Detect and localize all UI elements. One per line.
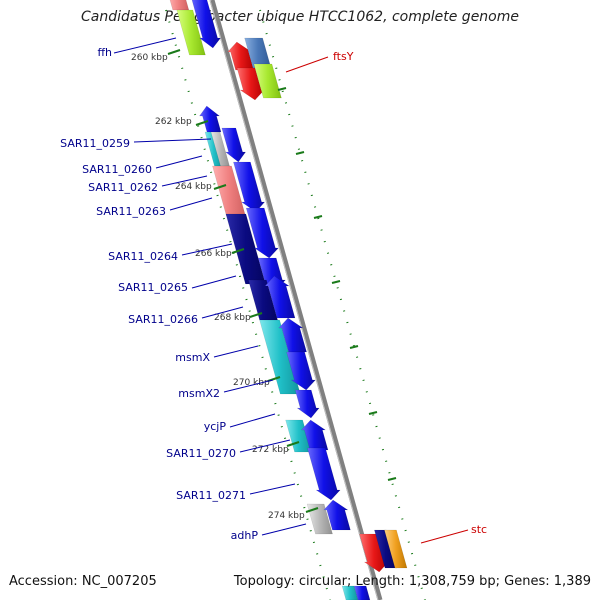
gene-label-SAR11-0262[interactable]: SAR11_0262 (88, 181, 158, 194)
gene-adhP[interactable] (306, 503, 333, 535)
gene-msmX2[interactable] (286, 351, 316, 391)
gene-label-SAR11-0271[interactable]: SAR11_0271 (176, 489, 246, 502)
kbp-tick: 270 kbp (233, 376, 281, 388)
gene-block[interactable] (191, 0, 222, 49)
gene-labels: ffh SAR11_0259 SAR11_0260 SAR11_0262 SAR… (60, 46, 487, 542)
gene-ftsY-part[interactable] (253, 63, 282, 99)
gene-block[interactable] (294, 389, 320, 419)
kbp-label: 260 kbp (131, 53, 168, 63)
gene-label-msmX2[interactable]: msmX2 (178, 387, 220, 400)
kbp-label: 272 kbp (252, 445, 289, 455)
gene-SAR11-0265[interactable] (245, 207, 279, 259)
gene-label-stc[interactable]: stc (471, 523, 487, 536)
kbp-label: 268 kbp (214, 313, 251, 323)
gene-label-SAR11-0263[interactable]: SAR11_0263 (96, 205, 166, 218)
gene-features (169, 0, 408, 600)
gene-label-SAR11-0266[interactable]: SAR11_0266 (128, 313, 198, 326)
genome-backbone (209, 0, 383, 600)
kbp-ticks: 260 kbp 262 kbp 264 kbp 266 kbp 268 kbp … (131, 49, 319, 521)
gene-block[interactable] (353, 585, 371, 600)
gene-block[interactable] (264, 275, 296, 319)
gene-SAR11-0262[interactable] (233, 161, 266, 213)
gene-block[interactable] (199, 105, 222, 133)
kbp-tick: 266 kbp (195, 248, 245, 259)
topology-text: Topology: circular; Length: 1,308,759 bp… (233, 574, 591, 589)
gene-label-adhP[interactable]: adhP (231, 529, 259, 542)
kbp-tick: 264 kbp (175, 182, 227, 192)
leader-lines (113, 37, 469, 544)
gene-block[interactable] (323, 499, 351, 531)
kbp-label: 262 kbp (155, 117, 192, 127)
kbp-label: 270 kbp (233, 378, 270, 388)
kbp-tick: 274 kbp (268, 507, 319, 521)
gene-label-SAR11-0265[interactable]: SAR11_0265 (118, 281, 188, 294)
gene-ftsY-part[interactable] (236, 67, 265, 101)
gene-label-ffh[interactable]: ffh (97, 46, 112, 59)
gene-ffh[interactable] (176, 9, 206, 56)
kbp-tick: 268 kbp (214, 312, 263, 323)
gene-block[interactable] (169, 0, 190, 11)
gene-label-ycjP[interactable]: ycjP (204, 420, 227, 433)
minor-ticks-right (277, 87, 397, 481)
gene-label-ftsY[interactable]: ftsY (333, 50, 354, 63)
gene-label-msmX[interactable]: msmX (175, 351, 210, 364)
kbp-tick: 272 kbp (252, 441, 300, 455)
gene-SAR11-0271[interactable] (307, 447, 341, 501)
tick-trail-left (165, 9, 331, 600)
gene-label-SAR11-0264[interactable]: SAR11_0264 (108, 250, 178, 263)
accession-text: Accession: NC_007205 (9, 574, 157, 589)
kbp-tick: 262 kbp (155, 117, 209, 127)
gene-label-SAR11-0260[interactable]: SAR11_0260 (82, 163, 152, 176)
kbp-label: 264 kbp (175, 182, 212, 192)
gene-label-SAR11-0270[interactable]: SAR11_0270 (166, 447, 236, 460)
kbp-label: 274 kbp (268, 511, 305, 521)
gene-SAR11-0260[interactable] (221, 127, 247, 163)
gene-label-SAR11-0259[interactable]: SAR11_0259 (60, 137, 130, 150)
gene-stc[interactable] (384, 529, 408, 569)
kbp-tick: 260 kbp (131, 49, 181, 63)
gene-block[interactable] (341, 585, 359, 600)
kbp-label: 266 kbp (195, 249, 232, 259)
